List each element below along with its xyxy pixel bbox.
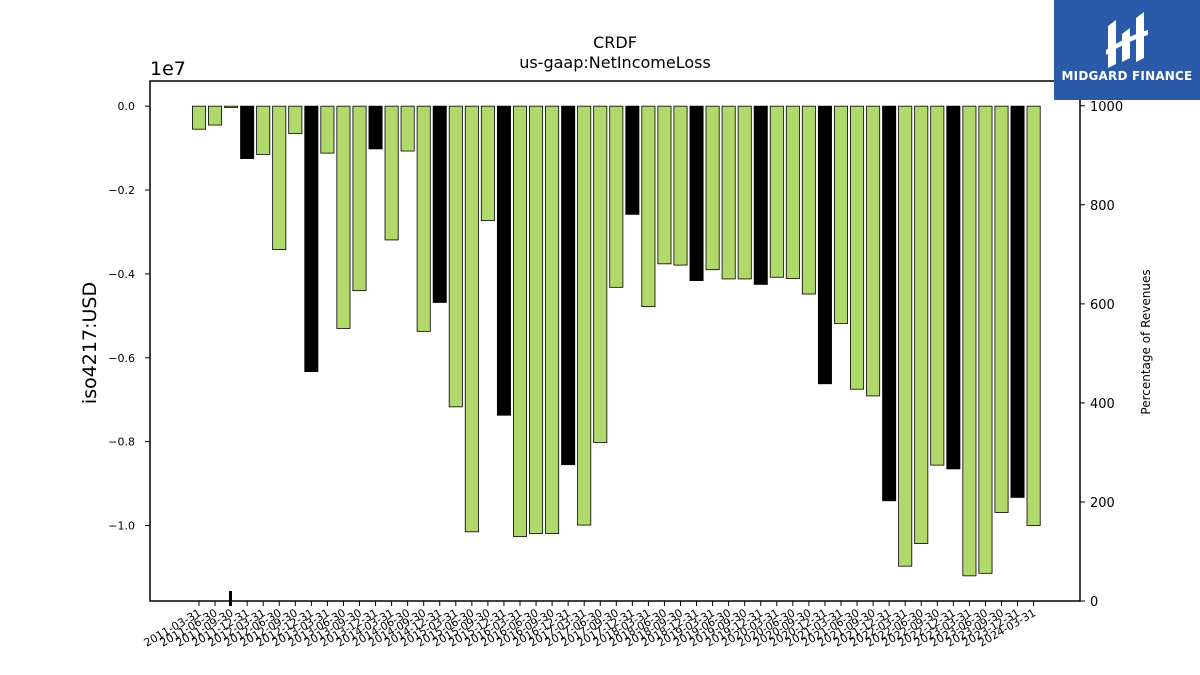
y2-axis-ticks: 0 200 400 600 800 1000 [1080, 100, 1123, 610]
chart-subtitle: us-gaap:NetIncomeLoss [519, 53, 711, 72]
bar-2013-09-30 [352, 105, 367, 292]
bar-2016-09-30 [545, 105, 560, 534]
bar-2013-12-31 [368, 105, 383, 150]
bars-group [191, 105, 1041, 577]
chart-title: CRDF [593, 33, 637, 52]
bar-2012-12-31 [304, 105, 319, 373]
bar-2020-12-31 [817, 105, 832, 385]
bar-2017-09-30 [609, 105, 624, 288]
bar-2013-06-30 [336, 105, 351, 329]
bar-2020-09-30 [801, 105, 816, 295]
bar-2011-03-31 [191, 105, 206, 130]
bar-2023-06-30 [978, 105, 993, 574]
bar-2019-09-30 [737, 105, 752, 280]
y2-tick-label: 800 [1090, 199, 1115, 214]
y-tick-label: 0.0 [118, 100, 136, 113]
bar-2012-03-31 [256, 105, 271, 155]
bar-2011-12-31 [240, 105, 255, 159]
bar-2023-09-30 [994, 105, 1009, 513]
bar-2022-09-30 [930, 105, 945, 466]
brand-logo: MIDGARD FINANCE [1054, 0, 1200, 100]
bar-2015-09-30 [480, 105, 495, 222]
bar-2017-12-31 [625, 105, 640, 215]
y-tick-label: −0.2 [108, 184, 135, 197]
bar-2018-06-30 [657, 105, 672, 265]
bar-2018-12-31 [689, 105, 704, 282]
bar-2018-09-30 [673, 105, 688, 266]
bar-2023-12-31 [1010, 105, 1025, 498]
bar-2015-03-31 [448, 105, 463, 408]
y-axis-label: iso4217:USD [79, 282, 101, 404]
bar-2012-06-30 [272, 105, 287, 250]
bar-2013-03-31 [320, 105, 335, 154]
y2-tick-label: 200 [1090, 496, 1115, 511]
bar-2017-03-31 [577, 105, 592, 526]
bar-2015-06-30 [464, 105, 479, 533]
y2-axis-label: Percentage of Revenues [1139, 269, 1153, 414]
bar-2021-12-31 [882, 105, 897, 502]
bar-2016-06-30 [529, 105, 544, 534]
midgard-logo-icon [1106, 12, 1148, 68]
bar-2016-03-31 [513, 105, 528, 537]
bar-2011-09-30 [224, 105, 239, 108]
bar-2022-06-30 [914, 105, 929, 544]
bar-2015-12-31 [496, 105, 511, 416]
x-axis-ticks: 2011-03-312011-06-302011-09-302011-12-31… [142, 601, 1038, 650]
y-tick-label: −0.4 [108, 268, 135, 281]
bar-2017-06-30 [593, 105, 608, 443]
y-tick-label: −0.8 [108, 436, 135, 449]
y-tick-label: −0.6 [108, 352, 135, 365]
bar-2014-06-30 [400, 105, 415, 152]
bar-2016-12-31 [561, 105, 576, 466]
bar-2011-06-30 [208, 105, 223, 126]
bar-2019-03-31 [705, 105, 720, 271]
y2-tick-label: 0 [1090, 595, 1098, 610]
bar-2020-06-30 [785, 105, 800, 279]
y-axis-ticks: 0.0 −0.2 −0.4 −0.6 −0.8 −1.0 [108, 100, 150, 533]
bar-2022-03-31 [898, 105, 913, 567]
y2-tick-label: 400 [1090, 397, 1115, 412]
y2-tick-label: 1000 [1090, 100, 1123, 115]
y-offset-text: 1e7 [150, 58, 186, 80]
brand-name: MIDGARD FINANCE [1061, 69, 1193, 83]
y2-tick-label: 600 [1090, 298, 1115, 313]
bar-2022-12-31 [946, 105, 961, 470]
bar-2021-06-30 [850, 105, 865, 390]
bar-2014-12-31 [432, 105, 447, 303]
bar-2019-12-31 [753, 105, 768, 285]
bar-2019-06-30 [721, 105, 736, 280]
bar-2020-03-31 [769, 105, 784, 278]
bar-2014-09-30 [416, 105, 431, 332]
y-tick-label: −1.0 [108, 520, 135, 533]
bar-2018-03-31 [641, 105, 656, 308]
bar-2014-03-31 [384, 105, 399, 241]
plot-frame [149, 80, 1081, 602]
bar-2012-09-30 [288, 105, 303, 134]
bar-2021-09-30 [866, 105, 881, 397]
bar-2024-03-31 [1026, 105, 1041, 526]
bar-2021-03-31 [834, 105, 849, 324]
bar-2023-03-31 [962, 105, 977, 577]
